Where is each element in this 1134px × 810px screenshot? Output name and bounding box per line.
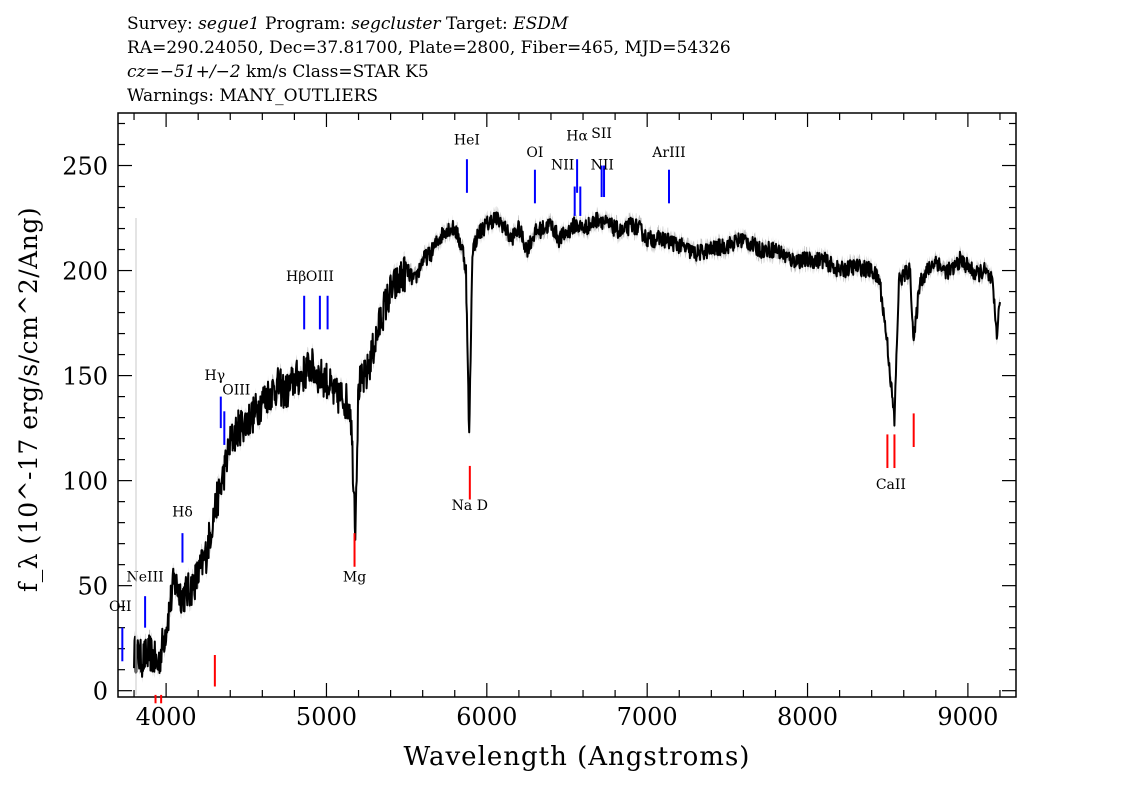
y-axis-title: f_λ (10^-17 erg/s/cm^2/Ang) [14,206,43,592]
x-tick-label: 5000 [296,703,357,731]
y-tick-label: 250 [62,153,108,181]
header-line-1: Survey: segue1 Program: segcluster Targe… [127,14,569,34]
emission-line-label: OIII [306,269,334,285]
emission-line-label: NII [591,158,614,174]
x-tick-label: 6000 [456,703,517,731]
emission-line-label: NII [551,158,574,174]
emission-line-label: Hβ [286,269,306,285]
header-line-4: Warnings: MANY_OUTLIERS [127,86,379,106]
emission-line-label: Hδ [172,504,193,520]
x-tick-label: 4000 [136,703,197,731]
x-tick-label: 9000 [937,703,998,731]
emission-line-label: OIII [222,382,250,398]
x-axis-title: Wavelength (Angstroms) [403,742,751,772]
y-tick-label: 150 [62,363,108,391]
emission-line-label: OII [109,599,132,615]
spectrum-line [133,211,1001,678]
y-tick-label: 200 [62,258,108,286]
emission-line-label: SII [591,126,612,142]
plot-frame [117,112,1017,698]
emission-line-label: ArIII [651,145,685,161]
x-tick-label: 7000 [617,703,678,731]
emission-line-label: OI [526,145,543,161]
absorption-line-label: CaII [876,477,906,493]
absorption-line-label: Mg [343,569,366,585]
emission-line-label: HeI [454,133,480,149]
absorption-line-label: Na D [452,498,488,514]
x-tick-label: 8000 [777,703,838,731]
emission-line-label: Hα [566,128,588,144]
y-tick-label: 50 [77,573,108,601]
error-band [134,206,1000,684]
y-tick-label: 0 [93,678,108,706]
emission-line-label: NeIII [127,569,164,585]
emission-line-label: Hγ [204,368,225,384]
y-tick-label: 100 [62,468,108,496]
header-line-3: cz=−51+/−2 km/s Class=STAR K5 [127,62,429,82]
header-line-2: RA=290.24050, Dec=37.81700, Plate=2800, … [127,38,731,58]
